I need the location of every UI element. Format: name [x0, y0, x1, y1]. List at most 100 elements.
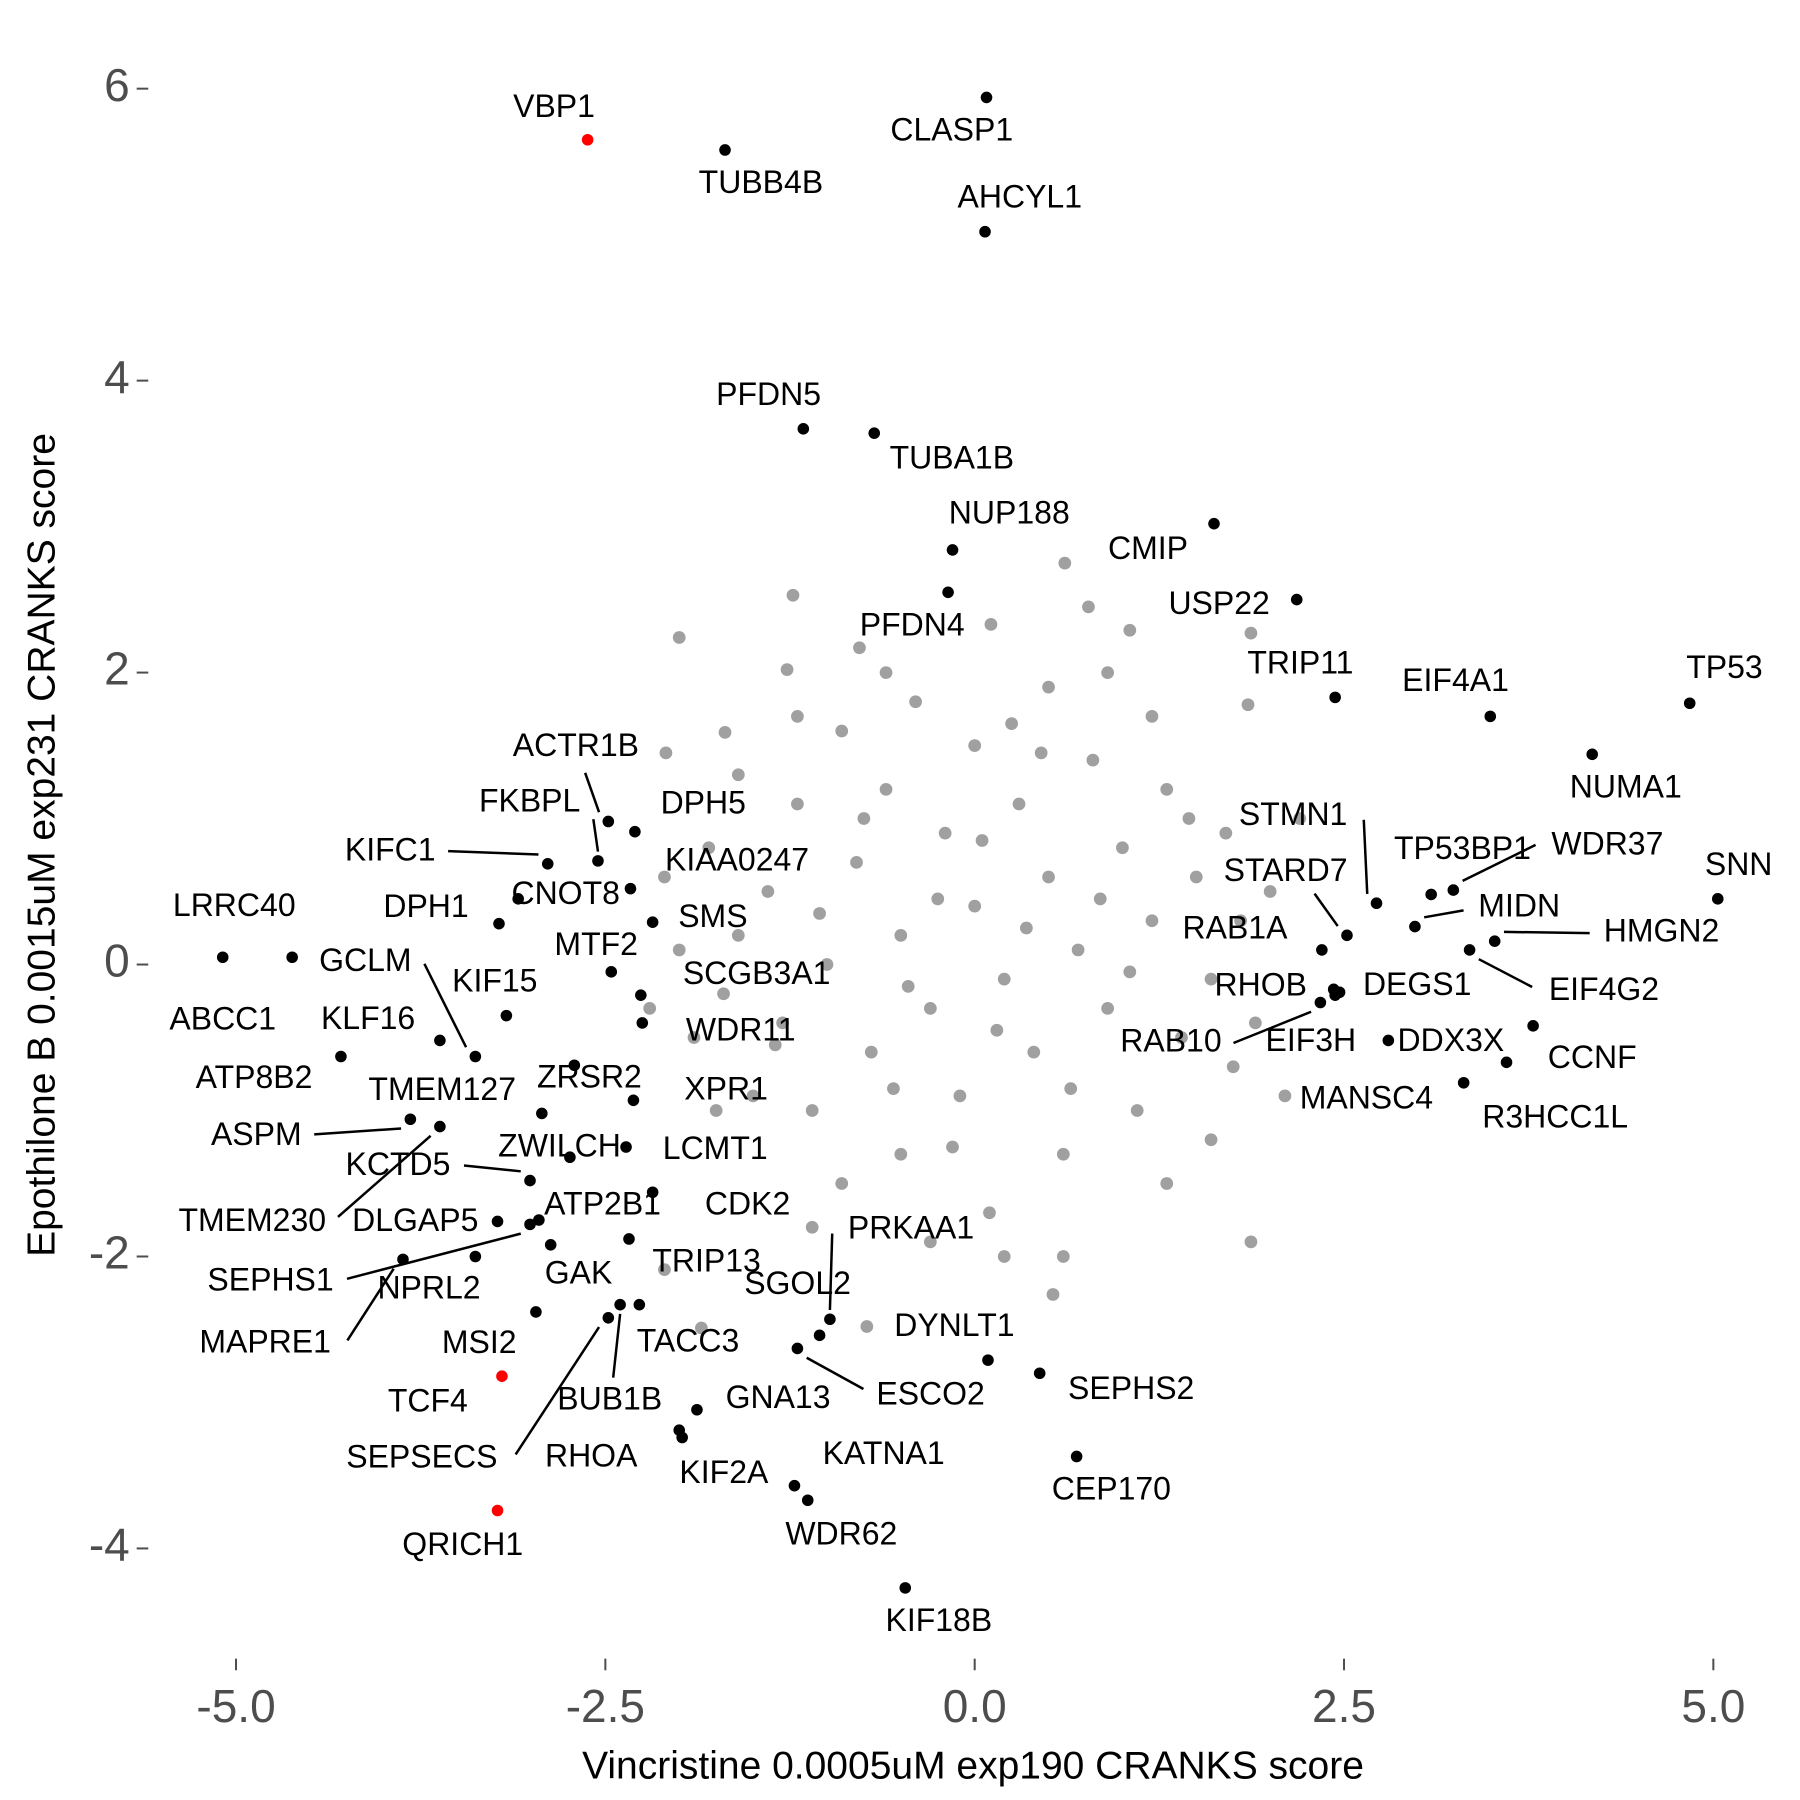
gene-label: TRIP13: [652, 1243, 760, 1279]
y-tick-label: 6: [104, 59, 130, 111]
gene-label: EIF3H: [1265, 1022, 1356, 1058]
background-point: [1056, 1147, 1070, 1161]
gene-point: [404, 1113, 417, 1126]
gene-point: [335, 1050, 347, 1063]
background-point: [1244, 626, 1258, 640]
gene-point: [1683, 697, 1696, 710]
background-point: [1046, 1288, 1060, 1301]
background-point: [923, 1235, 937, 1249]
background-point: [968, 899, 982, 913]
gene-point: [788, 1479, 801, 1492]
leader-line: [448, 849, 539, 856]
gene-point: [633, 1298, 646, 1311]
background-point: [776, 1016, 790, 1030]
gene-point: [635, 989, 647, 1001]
gene-label: LCMT1: [663, 1130, 768, 1166]
background-point: [968, 739, 982, 752]
gene-point: [791, 1342, 804, 1355]
background-point: [1204, 972, 1218, 986]
gene-label: DPH1: [383, 888, 468, 924]
background-point: [768, 1038, 782, 1052]
gene-label: TP53: [1686, 649, 1762, 685]
gene-point: [620, 1141, 632, 1153]
background-point: [984, 618, 998, 631]
x-tick-label: -5.0: [196, 1680, 275, 1732]
gene-label: SNN: [1705, 846, 1773, 882]
gene-point: [496, 1370, 508, 1382]
gene-label: ATP2B1: [544, 1186, 661, 1222]
gene-point: [568, 1059, 581, 1072]
gene-point: [469, 1250, 482, 1263]
gene-label: R3HCC1L: [1482, 1099, 1628, 1135]
background-point: [1226, 1060, 1240, 1074]
gene-point: [1484, 710, 1497, 723]
background-point: [997, 1250, 1011, 1263]
leader-line: [1362, 819, 1369, 895]
gene-label: SEPHS2: [1068, 1370, 1194, 1406]
gene-label: USP22: [1168, 585, 1269, 621]
gene-point: [564, 1151, 576, 1164]
background-point: [1130, 1104, 1144, 1117]
gene-label: NUMA1: [1570, 769, 1682, 805]
background-point: [1012, 797, 1026, 811]
background-point: [780, 663, 794, 677]
gene-label: NPRL2: [377, 1270, 480, 1306]
background-point: [835, 724, 849, 738]
leader-line: [1462, 843, 1537, 882]
background-point: [1145, 914, 1159, 928]
gene-label: MAPRE1: [199, 1323, 331, 1359]
gene-point: [979, 225, 991, 238]
leader-line: [1423, 909, 1464, 919]
gene-label: QRICH1: [402, 1526, 523, 1562]
gene-label: FKBPL: [479, 782, 580, 818]
background-point: [1093, 892, 1107, 906]
gene-point: [530, 1306, 542, 1318]
background-point: [805, 1220, 819, 1234]
gene-label: HMGN2: [1604, 913, 1720, 949]
background-point: [786, 588, 800, 602]
gene-point: [536, 1107, 548, 1120]
background-point: [997, 972, 1011, 986]
gene-label: RAB10: [1120, 1022, 1221, 1058]
gene-point: [1447, 884, 1460, 896]
background-point: [791, 797, 804, 811]
gene-label: SEPHS1: [207, 1262, 333, 1298]
gene-label: SCGB3A1: [683, 955, 831, 991]
gene-point: [1033, 1367, 1046, 1380]
gene-label: TMEM230: [178, 1202, 326, 1238]
gene-label: RAB1A: [1183, 910, 1289, 946]
gene-point: [1527, 1020, 1539, 1032]
gene-point: [1409, 920, 1421, 933]
background-point: [975, 834, 989, 847]
gene-point: [982, 1354, 994, 1366]
gene-point: [813, 1329, 826, 1342]
background-point: [1204, 1133, 1218, 1147]
x-tick-label: 2.5: [1312, 1680, 1376, 1732]
background-point: [1160, 782, 1174, 796]
gene-point: [1586, 748, 1598, 761]
gene-label: ASPM: [211, 1116, 302, 1152]
background-point: [1182, 812, 1196, 825]
background-point: [718, 726, 732, 739]
gene-label: ABCC1: [169, 1000, 276, 1036]
gene-label: WDR62: [785, 1516, 897, 1552]
gene-point: [691, 1403, 703, 1416]
background-point: [853, 641, 866, 655]
gene-label: DPH5: [661, 785, 746, 821]
background-point: [731, 768, 745, 782]
gene-point: [646, 1186, 659, 1199]
background-point: [1020, 921, 1033, 935]
gene-point: [469, 1050, 482, 1063]
gene-point: [1329, 691, 1341, 704]
gene-point: [602, 1312, 615, 1324]
background-point: [1086, 753, 1100, 767]
background-point: [658, 870, 671, 884]
background-point: [1244, 1235, 1258, 1249]
x-tick-label: 5.0: [1681, 1680, 1745, 1732]
gene-label: DEGS1: [1363, 966, 1471, 1002]
background-point: [1123, 965, 1137, 979]
gene-label: KLF16: [321, 1000, 415, 1036]
gene-point: [980, 91, 993, 104]
gene-point: [614, 1298, 626, 1311]
